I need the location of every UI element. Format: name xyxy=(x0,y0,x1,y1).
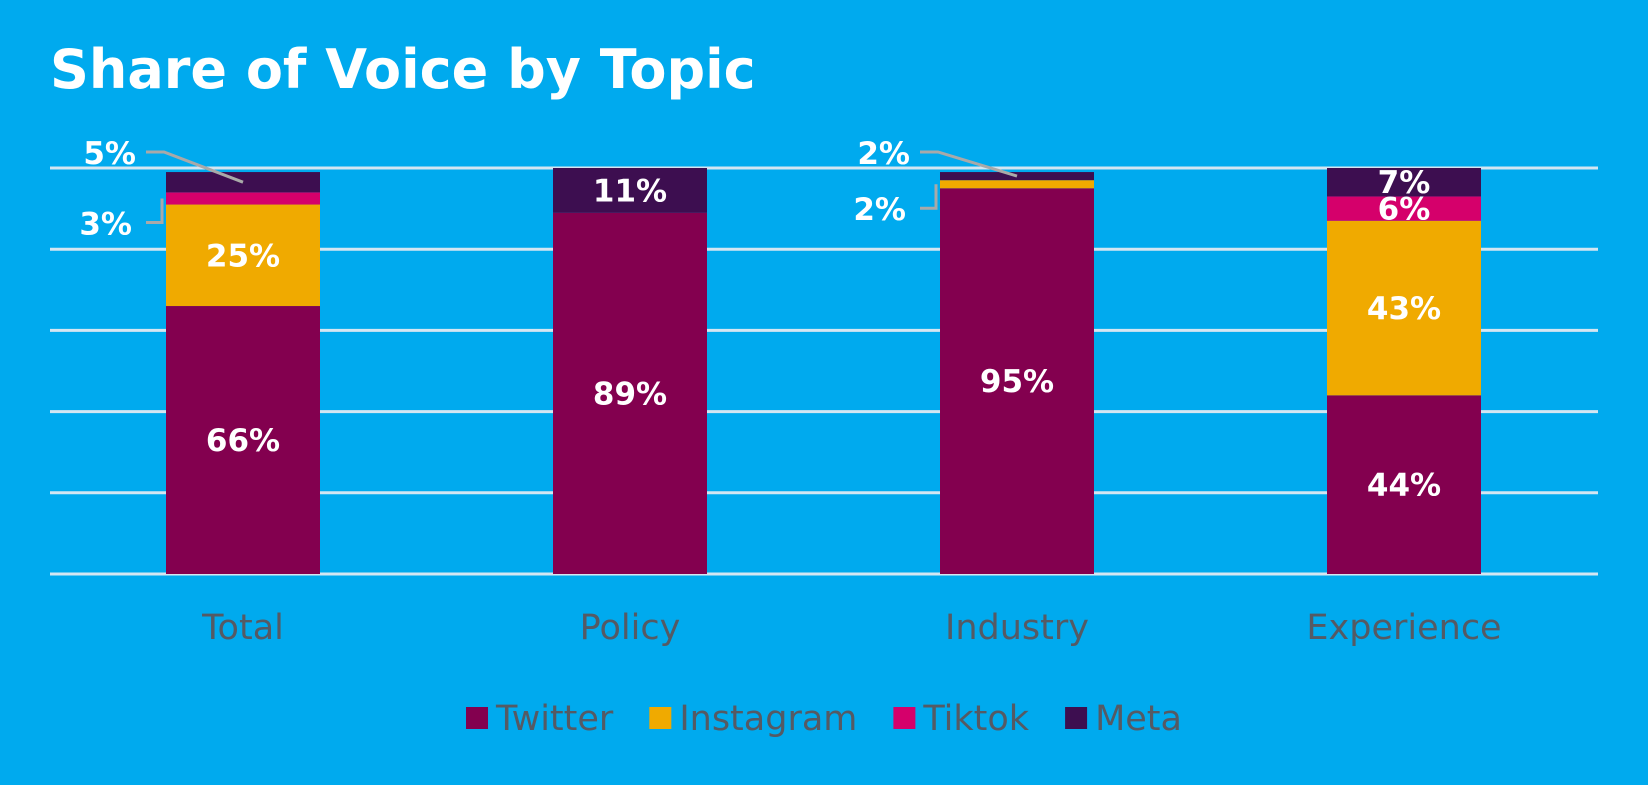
bar-segment-tiktok-experience xyxy=(1327,196,1481,221)
legend-swatch-meta xyxy=(1065,707,1088,729)
category-label-policy: Policy xyxy=(580,608,681,648)
data-label-instagram-industry: 2% xyxy=(853,192,906,228)
bar-segment-twitter-policy xyxy=(553,212,707,574)
data-label-tiktok-total: 3% xyxy=(79,206,132,242)
legend-label-meta: Meta xyxy=(1095,699,1182,739)
leader-line xyxy=(920,184,938,210)
bar-segment-instagram-industry xyxy=(940,180,1094,189)
category-label-experience: Experience xyxy=(1306,608,1501,648)
bar-segment-meta-experience xyxy=(1327,168,1481,197)
data-label-meta-policy: 11% xyxy=(593,173,667,209)
bar-segment-twitter-industry xyxy=(940,188,1094,575)
bars xyxy=(166,168,1481,575)
data-label-tiktok-experience: 6% xyxy=(1378,192,1431,228)
bar-segment-twitter-experience xyxy=(1327,395,1481,574)
bar-segment-instagram-total xyxy=(166,204,320,307)
bar-segment-twitter-total xyxy=(166,306,320,574)
data-labels: 66% 25% 3% 5% 89% 11% 95% 2% 2% 44% 43% 6%7% xyxy=(79,136,1441,504)
bar-segment-tiktok-total xyxy=(166,192,320,205)
data-label-twitter-total: 66% xyxy=(206,423,280,459)
legend-label-tiktok: Tiktok xyxy=(922,699,1029,739)
category-label-industry: Industry xyxy=(945,608,1089,648)
legend: Twitter Instagram Tiktok Meta xyxy=(466,699,1182,739)
bar-segment-meta-policy xyxy=(553,168,707,213)
data-label-twitter-policy: 89% xyxy=(593,376,667,412)
legend-swatch-twitter xyxy=(466,707,489,729)
leader-line xyxy=(920,150,1018,178)
data-label-instagram-total: 25% xyxy=(206,238,280,274)
data-label-meta-experience: 7% xyxy=(1378,165,1431,201)
leader-line xyxy=(146,198,164,224)
chart-title: Share of Voice by Topic xyxy=(50,38,756,101)
data-label-meta-industry: 2% xyxy=(857,136,910,172)
leader-line xyxy=(146,150,244,184)
legend-swatch-tiktok xyxy=(893,707,916,729)
data-label-meta-total: 5% xyxy=(83,136,136,172)
bar-segment-instagram-experience xyxy=(1327,220,1481,396)
data-label-instagram-experience: 43% xyxy=(1367,291,1441,327)
category-label-total: Total xyxy=(201,608,284,648)
legend-swatch-instagram xyxy=(649,707,672,729)
legend-label-instagram: Instagram xyxy=(679,699,857,739)
data-label-twitter-experience: 44% xyxy=(1367,468,1441,504)
data-label-twitter-industry: 95% xyxy=(980,364,1054,400)
legend-label-twitter: Twitter xyxy=(495,699,614,739)
category-labels: Total Policy Industry Experience xyxy=(201,608,1501,648)
